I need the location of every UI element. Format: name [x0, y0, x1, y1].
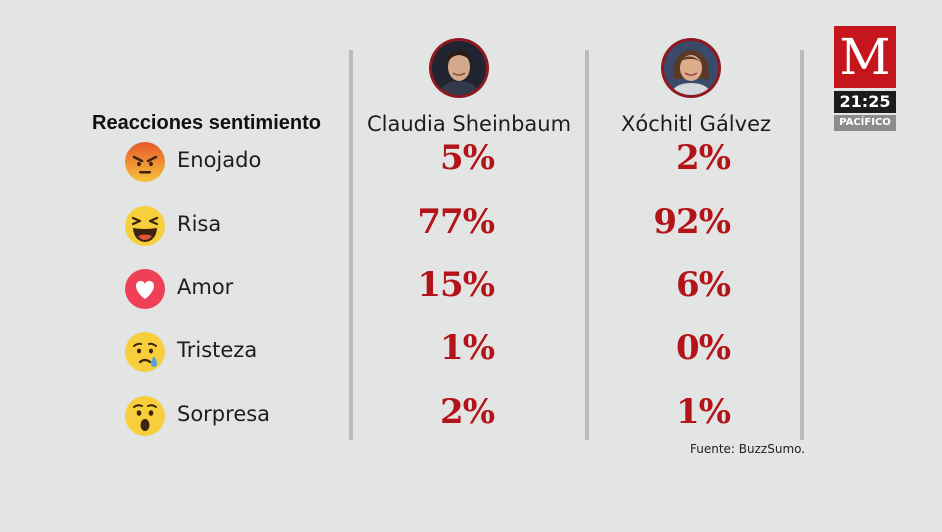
divider-line: [349, 50, 353, 440]
percent-value-b: 6%: [676, 265, 731, 305]
angry-icon: [125, 142, 165, 182]
percent-value-a: 5%: [440, 138, 495, 178]
avatar-claudia-sheinbaum: [429, 38, 489, 98]
divider-line: [585, 50, 589, 440]
percent-value-b: 2%: [676, 138, 731, 178]
reaction-row: Risa 77% 92%: [0, 200, 942, 250]
reaction-label: Sorpresa: [177, 402, 271, 426]
reaction-row: Enojado 5% 2%: [0, 136, 942, 186]
channel-logo: M: [834, 26, 896, 88]
logo-letter: M: [839, 28, 891, 86]
heart-icon: [125, 269, 165, 309]
section-title: Reacciones sentimiento: [92, 112, 321, 134]
percent-value-b: 1%: [676, 392, 731, 432]
candidate-name-a: Claudia Sheinbaum: [367, 112, 572, 136]
percent-value-a: 15%: [417, 265, 495, 305]
laughing-icon: [125, 206, 165, 246]
percent-value-b: 0%: [676, 328, 731, 368]
divider-line: [800, 50, 804, 440]
surprised-icon: [125, 396, 165, 436]
source-note: Fuente: BuzzSumo.: [690, 442, 806, 456]
reaction-label: Tristeza: [177, 338, 258, 362]
reaction-row: Tristeza 1% 0%: [0, 326, 942, 376]
time-zone-label: PACÍFICO: [834, 115, 896, 131]
percent-value-a: 1%: [440, 328, 495, 368]
candidate-name-b: Xóchitl Gálvez: [621, 112, 772, 136]
reaction-label: Enojado: [177, 148, 262, 172]
reaction-row: Sorpresa 2% 1%: [0, 390, 942, 440]
crying-icon: [125, 332, 165, 372]
reaction-label: Amor: [177, 275, 234, 299]
clock-time: 21:25: [834, 91, 896, 113]
avatar-xochitl-galvez: [661, 38, 721, 98]
portrait-icon: [664, 41, 718, 95]
reaction-label: Risa: [177, 212, 222, 236]
reaction-row: Amor 15% 6%: [0, 263, 942, 313]
percent-value-b: 92%: [653, 202, 731, 242]
percent-value-a: 2%: [440, 392, 495, 432]
percent-value-a: 77%: [417, 202, 495, 242]
portrait-icon: [432, 41, 486, 95]
